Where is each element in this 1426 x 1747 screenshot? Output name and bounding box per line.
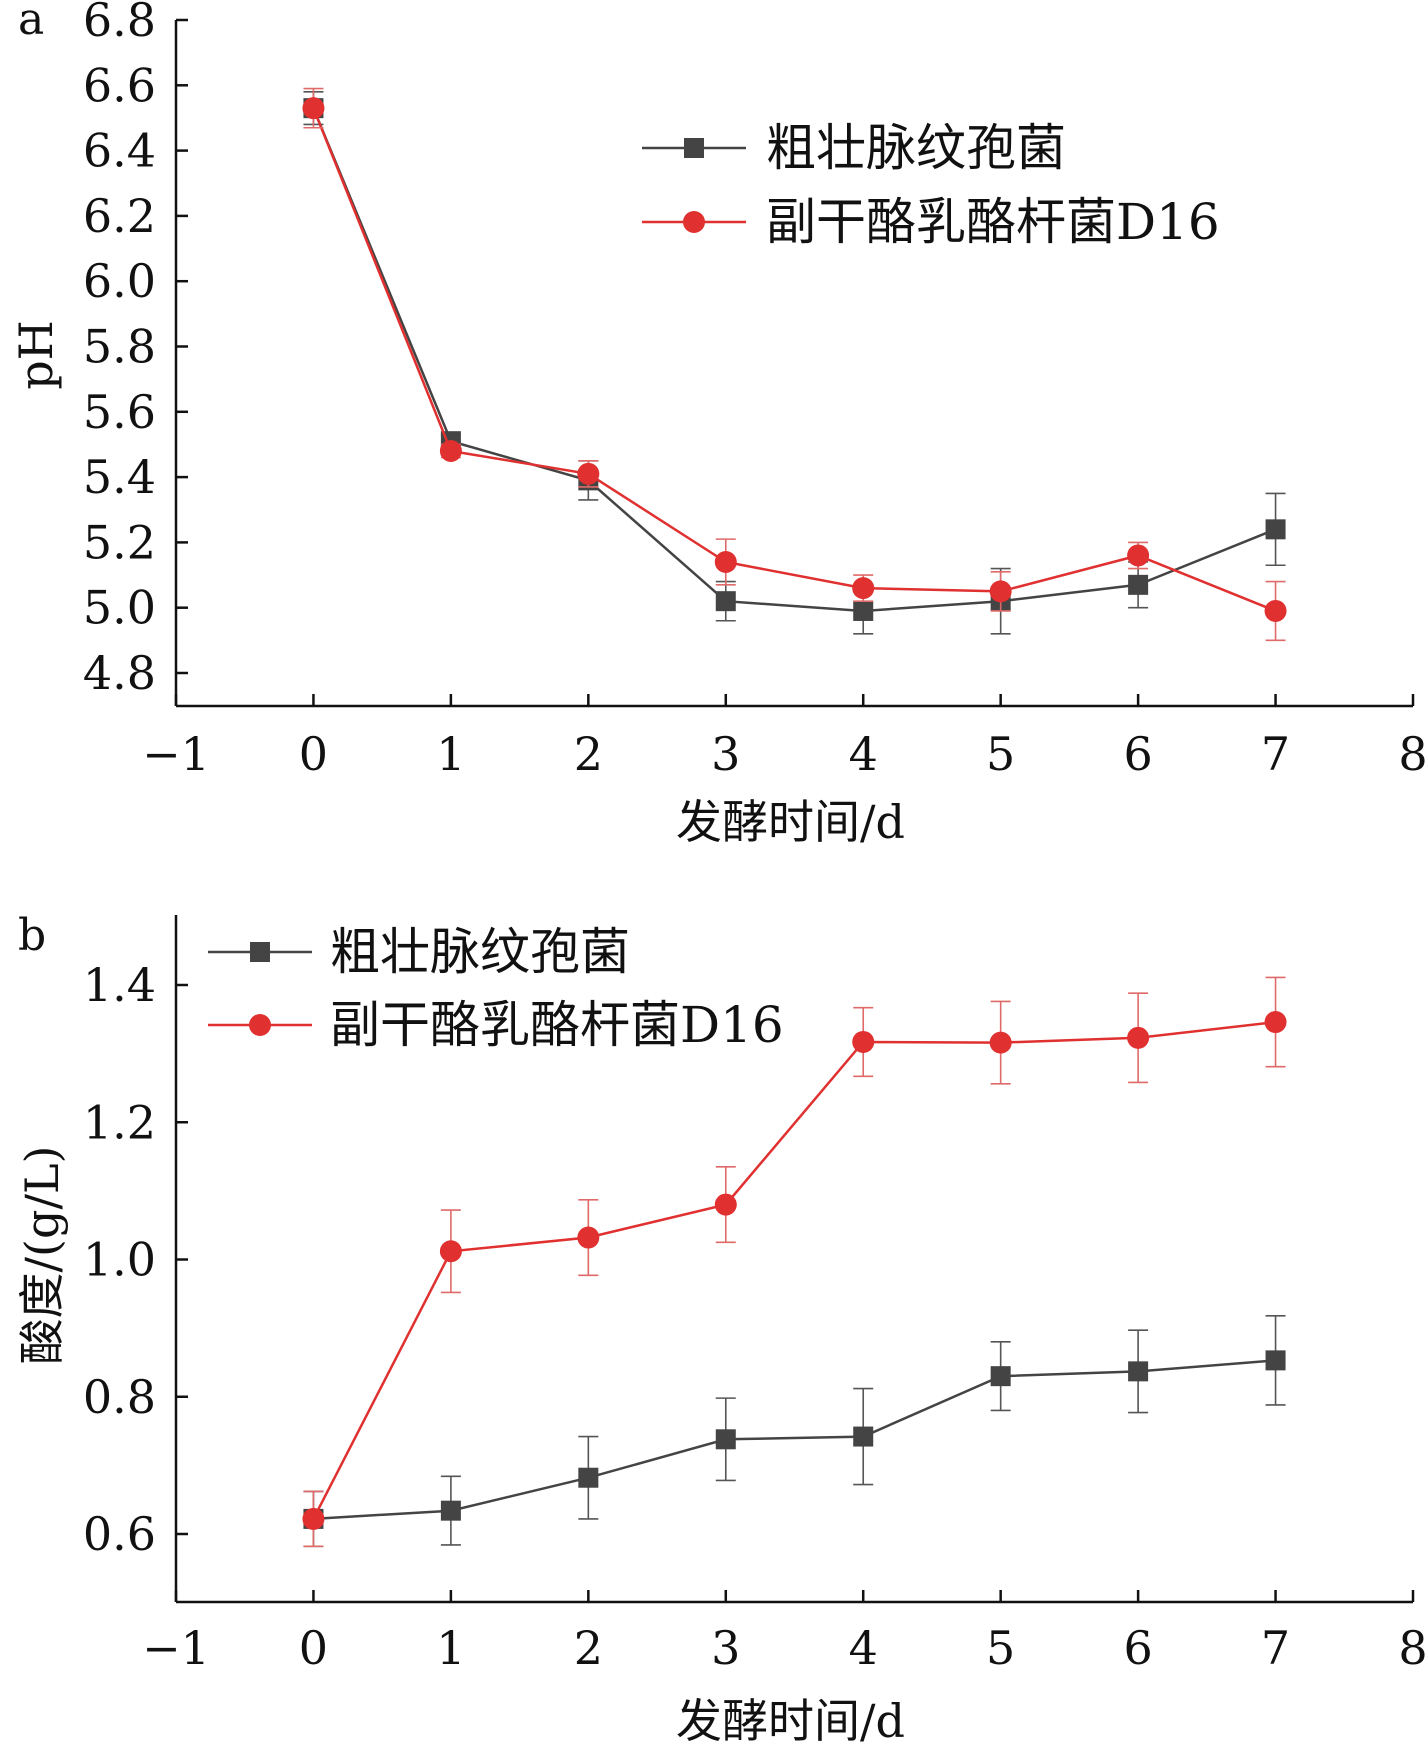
y-axis-title: pH <box>9 320 63 390</box>
data-point <box>1127 1026 1150 1049</box>
x-axis-title: 发酵时间/d <box>676 1694 905 1747</box>
y-tick-label: 6.8 <box>83 0 156 47</box>
data-point <box>714 550 737 573</box>
legend-label: 粗壮脉纹孢菌 <box>766 119 1066 177</box>
x-tick-label: 6 <box>1123 1621 1152 1675</box>
data-point <box>715 1429 736 1450</box>
data-point <box>578 1467 599 1488</box>
chart-panel-a: −1 0 1 2 3 4 5 6 7 8 4.8 5.0 5.2 5.4 5.6 5.8 6.0 6.2 6.4 6.… <box>9 0 1426 849</box>
y-tick-label: 5.6 <box>83 385 156 439</box>
series-red <box>302 976 1287 1548</box>
data-point <box>989 1031 1012 1054</box>
data-point <box>439 439 462 462</box>
data-point <box>440 1500 461 1521</box>
y-tick-label: 1.0 <box>83 1233 156 1287</box>
data-point <box>302 1507 325 1530</box>
y-tick-label: 0.8 <box>83 1370 156 1424</box>
legend-marker <box>683 211 705 233</box>
x-tick-label: 6 <box>1123 727 1152 781</box>
y-tick-label: 6.4 <box>83 124 156 178</box>
x-tick-label: 1 <box>436 727 465 781</box>
x-tick-label: 2 <box>574 727 603 781</box>
data-point <box>852 577 875 600</box>
series-line <box>312 107 1277 613</box>
y-tick-label: 5.2 <box>83 515 156 569</box>
legend-label: 副干酪乳酪杆菌D16 <box>766 193 1220 251</box>
data-point <box>714 1193 737 1216</box>
data-point <box>1264 1011 1287 1034</box>
data-point <box>989 580 1012 603</box>
y-tick-label: 6.0 <box>83 254 156 308</box>
panel-label: b <box>18 910 46 961</box>
data-point <box>1264 599 1287 622</box>
y-tick-label: 6.6 <box>83 58 156 112</box>
legend-marker <box>250 942 270 962</box>
legend-label: 副干酪乳酪杆菌D16 <box>330 996 784 1054</box>
series-red <box>302 87 1287 642</box>
x-tick-label: 5 <box>986 727 1015 781</box>
y-tick-label: 5.4 <box>83 450 156 504</box>
x-tick-label: 8 <box>1398 727 1426 781</box>
x-tick-label: 2 <box>574 1621 603 1675</box>
series-line <box>312 1020 1276 1520</box>
data-point <box>852 1030 875 1053</box>
x-tick-label: 7 <box>1261 727 1290 781</box>
panel-label: a <box>18 0 44 45</box>
data-point <box>1265 1350 1286 1371</box>
legend-marker <box>249 1014 271 1036</box>
data-point <box>439 1240 462 1263</box>
x-tick-label: 4 <box>849 1621 878 1675</box>
data-point <box>853 600 874 621</box>
data-point <box>302 97 325 120</box>
y-axis-title: 酸度/(g/L) <box>15 1146 69 1365</box>
chart-panel-b: −1 0 1 2 3 4 5 6 7 8 0.6 0.8 1.0 1.2 1.4 发酵时间/d 酸度/(g/L)… <box>15 910 1426 1747</box>
x-tick-label: 1 <box>436 1621 465 1675</box>
data-point <box>1265 519 1286 540</box>
x-tick-label: 0 <box>299 1621 328 1675</box>
x-tick-label: 4 <box>849 727 878 781</box>
y-tick-label: 5.8 <box>83 320 156 374</box>
x-axis-title: 发酵时间/d <box>676 795 905 849</box>
legend-marker <box>684 138 704 158</box>
data-point <box>577 462 600 485</box>
data-point <box>715 591 736 612</box>
y-tick-label: 6.2 <box>83 189 156 243</box>
data-point <box>853 1426 874 1447</box>
series-line <box>312 107 1277 613</box>
x-tick-label: −1 <box>142 727 210 781</box>
x-tick-label: 3 <box>711 1621 740 1675</box>
x-tick-label: 8 <box>1398 1621 1426 1675</box>
y-tick-label: 5.0 <box>83 581 156 635</box>
y-tick-label: 4.8 <box>83 646 156 700</box>
x-tick-label: 3 <box>711 727 740 781</box>
x-tick-label: −1 <box>142 1621 210 1675</box>
x-tick-label: 5 <box>986 1621 1015 1675</box>
data-point <box>1128 1361 1149 1382</box>
x-tick-label: 7 <box>1261 1621 1290 1675</box>
y-tick-label: 1.2 <box>83 1095 156 1149</box>
y-tick-label: 1.4 <box>83 958 156 1012</box>
data-point <box>1127 544 1150 567</box>
data-point <box>990 1366 1011 1387</box>
x-tick-label: 0 <box>299 727 328 781</box>
data-point <box>577 1226 600 1249</box>
series-line <box>313 1359 1276 1521</box>
data-point <box>1128 574 1149 595</box>
series-black <box>303 1314 1286 1548</box>
y-tick-label: 0.6 <box>83 1507 156 1561</box>
legend-label: 粗壮脉纹孢菌 <box>330 923 630 981</box>
